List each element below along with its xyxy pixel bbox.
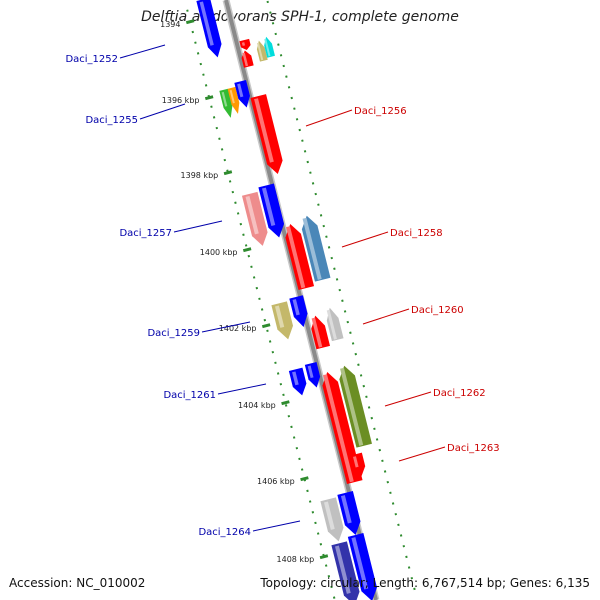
gene-label-daci-1256[interactable]: Daci_1256 — [354, 106, 407, 117]
leader-line — [119, 44, 166, 59]
gene-label-daci-1258[interactable]: Daci_1258 — [390, 228, 443, 239]
leader-line — [305, 109, 353, 127]
gene-highlight — [274, 305, 285, 328]
leader-line — [201, 321, 251, 333]
tick-mark — [281, 400, 290, 406]
kbp-tick-label: 1394 — [160, 20, 180, 29]
gene-highlight — [326, 309, 337, 340]
leader-line — [173, 220, 223, 233]
gene-highlight — [245, 195, 259, 235]
gene-label-daci-1259[interactable]: Daci_1259 — [147, 328, 200, 339]
leader-line — [341, 231, 389, 248]
gene-highlight — [353, 456, 359, 468]
gene-highlight — [221, 91, 228, 107]
kbp-tick-label: 1402 kbp — [219, 324, 257, 333]
gene-label-daci-1257[interactable]: Daci_1257 — [119, 228, 172, 239]
gene-highlight — [307, 365, 314, 379]
tick-mark — [204, 95, 214, 101]
gene-highlight — [286, 226, 306, 289]
gene-highlight — [292, 299, 300, 316]
gene-label-daci-1262[interactable]: Daci_1262 — [433, 388, 486, 399]
gene-label-daci-1264[interactable]: Daci_1264 — [198, 527, 251, 538]
gene-highlight — [199, 1, 214, 46]
kbp-tick-label: 1396 kbp — [162, 96, 200, 105]
accession-text: Accession: NC_010002 — [9, 576, 146, 590]
gene-highlight — [242, 52, 249, 67]
gene-highlight — [340, 495, 352, 524]
tick-mark — [300, 476, 309, 482]
tick-mark — [261, 323, 271, 329]
leader-line — [384, 391, 432, 407]
gene-highlight — [323, 501, 335, 530]
gene-highlight — [311, 317, 323, 348]
gene-label-daci-1261[interactable]: Daci_1261 — [163, 390, 216, 401]
gene-highlight — [256, 42, 264, 61]
gene-label-daci-1252[interactable]: Daci_1252 — [65, 54, 118, 65]
leader-line — [398, 446, 446, 462]
gene-labels: Daci_1252 Daci_1255 Daci_1257 Daci_1259 Daci… — [65, 44, 500, 538]
leader-line — [217, 383, 267, 395]
kbp-tick-label: 1404 kbp — [238, 401, 276, 410]
gene-highlight — [292, 371, 299, 386]
genome-title: Delftia acidovorans SPH-1, complete geno… — [141, 9, 459, 25]
reverse-guide-line — [266, 0, 416, 591]
leader-line — [139, 103, 186, 120]
tick-mark — [185, 19, 195, 25]
tick-mark — [319, 554, 329, 560]
gene-highlight — [351, 537, 369, 590]
gene-highlight — [334, 545, 351, 594]
gene-highlight — [254, 98, 274, 163]
leader-line — [362, 308, 410, 325]
leader-line — [252, 520, 301, 532]
gene-highlight — [264, 38, 271, 57]
gene-highlight — [241, 42, 246, 46]
kbp-tick-label: 1398 kbp — [181, 171, 219, 180]
kbp-scale: 1394 1396 kbp 1398 kbp 1400 kbp 1402 kbp 1404… — [160, 19, 329, 564]
gene-arrow-small-red[interactable] — [239, 38, 251, 51]
gene-highlight — [302, 217, 322, 280]
kbp-tick-label: 1406 kbp — [257, 477, 295, 486]
tick-mark — [242, 247, 252, 253]
gene-highlight — [262, 187, 276, 227]
gene-highlight — [323, 374, 354, 483]
gene-highlight — [229, 89, 235, 104]
gene-highlight — [340, 367, 364, 446]
topology-text: Topology: circular; Length: 6,767,514 bp… — [260, 576, 590, 590]
kbp-tick-label: 1400 kbp — [200, 248, 238, 257]
gene-label-daci-1255[interactable]: Daci_1255 — [85, 115, 138, 126]
kbp-tick-label: 1408 kbp — [277, 555, 315, 564]
forward-guide-line — [186, 9, 336, 600]
track-guides — [186, 0, 416, 600]
tick-mark — [223, 170, 233, 176]
gene-highlight — [237, 83, 244, 98]
gene-features — [196, 0, 377, 600]
gene-label-daci-1260[interactable]: Daci_1260 — [411, 305, 464, 316]
gene-label-daci-1263[interactable]: Daci_1263 — [447, 443, 500, 454]
